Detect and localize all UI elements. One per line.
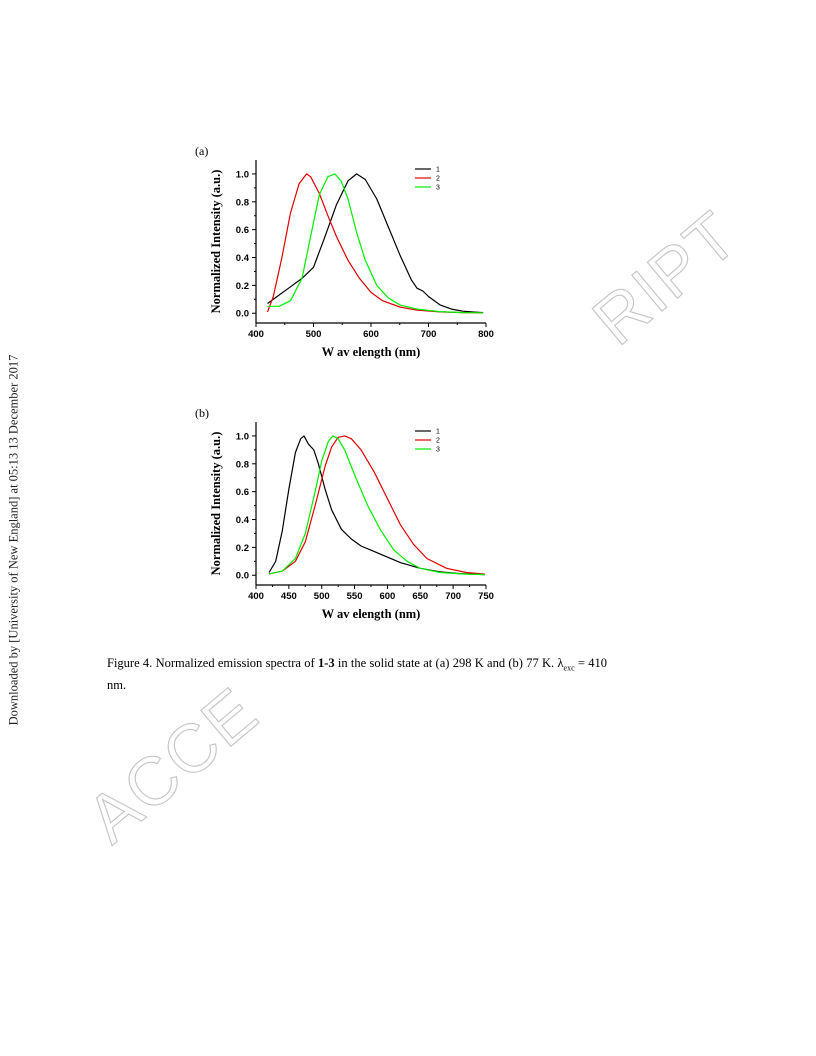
x-tick-label: 450 bbox=[281, 591, 297, 602]
y-tick-label: 0.8 bbox=[236, 459, 249, 470]
x-tick-label: 650 bbox=[412, 591, 428, 602]
series-line-1 bbox=[268, 435, 485, 576]
watermark-text-right: RIPT bbox=[579, 197, 753, 360]
download-side-note: Downloaded by [University of New England… bbox=[6, 354, 21, 726]
series-line-1 bbox=[267, 173, 484, 314]
y-tick-label: 0.0 bbox=[236, 571, 249, 582]
chart-panel-b: (b) 400 450 500 550 600 650 700 750 0.0 0.2 0.4 0.6 0… bbox=[190, 402, 510, 632]
caption-subscript: exc bbox=[563, 663, 575, 673]
figure-caption: Figure 4. Normalized emission spectra of… bbox=[107, 655, 607, 694]
caption-middle: in the solid state at (a) 298 K and (b) … bbox=[334, 656, 564, 670]
emission-spectra-chart-b: (b) 400 450 500 550 600 650 700 750 0.0 0.2 0.4 0.6 0… bbox=[195, 406, 494, 621]
series-line-3 bbox=[267, 173, 484, 314]
y-tick-label: 0.2 bbox=[236, 281, 249, 292]
x-tick-label: 800 bbox=[478, 329, 494, 340]
series-line-3 bbox=[268, 435, 485, 576]
y-axis-title: Normalized Intensity (a.u.) bbox=[209, 170, 223, 314]
y-axis-title: Normalized Intensity (a.u.) bbox=[209, 432, 223, 576]
caption-compounds: 1-3 bbox=[317, 656, 335, 670]
legend-label-3: 3 bbox=[436, 447, 440, 454]
y-tick-label: 0.4 bbox=[236, 253, 250, 264]
y-tick-label: 0.6 bbox=[236, 487, 249, 498]
y-tick-label: 0.6 bbox=[236, 225, 249, 236]
emission-spectra-chart-a: (a) 400 500 600 700 800 0.0 0.2 0.4 0.6 0.8 1.0 W av… bbox=[195, 144, 494, 359]
chart-panel-a: (a) 400 500 600 700 800 0.0 0.2 0.4 0.6 0.8 1.0 W av… bbox=[190, 140, 510, 370]
x-tick-label: 550 bbox=[347, 591, 363, 602]
y-tick-label: 1.0 bbox=[236, 169, 249, 180]
x-tick-label: 700 bbox=[421, 329, 437, 340]
legend-label-3: 3 bbox=[436, 185, 440, 192]
legend-label-2: 2 bbox=[436, 438, 440, 445]
legend-label-1: 1 bbox=[436, 429, 440, 436]
x-tick-label: 500 bbox=[314, 591, 330, 602]
y-tick-label: 0.2 bbox=[236, 543, 249, 554]
caption-suffix: = 410 nm. bbox=[107, 656, 607, 692]
legend-label-2: 2 bbox=[436, 176, 440, 183]
x-tick-label: 600 bbox=[363, 329, 379, 340]
y-tick-label: 0.8 bbox=[236, 197, 249, 208]
series-line-2 bbox=[268, 435, 485, 575]
x-tick-label: 400 bbox=[248, 591, 264, 602]
panel-label: (b) bbox=[195, 406, 209, 420]
panel-label: (a) bbox=[195, 144, 208, 158]
y-tick-label: 0.0 bbox=[236, 309, 249, 320]
x-tick-label: 400 bbox=[248, 329, 264, 340]
series-line-2 bbox=[266, 173, 484, 314]
x-tick-label: 600 bbox=[379, 591, 395, 602]
x-axis-title: W av elength (nm) bbox=[322, 607, 421, 621]
legend-label-1: 1 bbox=[436, 167, 440, 174]
x-tick-label: 500 bbox=[306, 329, 322, 340]
caption-prefix: Figure 4. Normalized emission spectra of bbox=[107, 656, 318, 670]
x-tick-label: 700 bbox=[445, 591, 461, 602]
x-axis-title: W av elength (nm) bbox=[322, 345, 421, 359]
x-tick-label: 750 bbox=[478, 591, 494, 602]
y-tick-label: 0.4 bbox=[236, 515, 250, 526]
y-tick-label: 1.0 bbox=[236, 431, 249, 442]
watermark-text-left: ACCE bbox=[73, 673, 273, 858]
